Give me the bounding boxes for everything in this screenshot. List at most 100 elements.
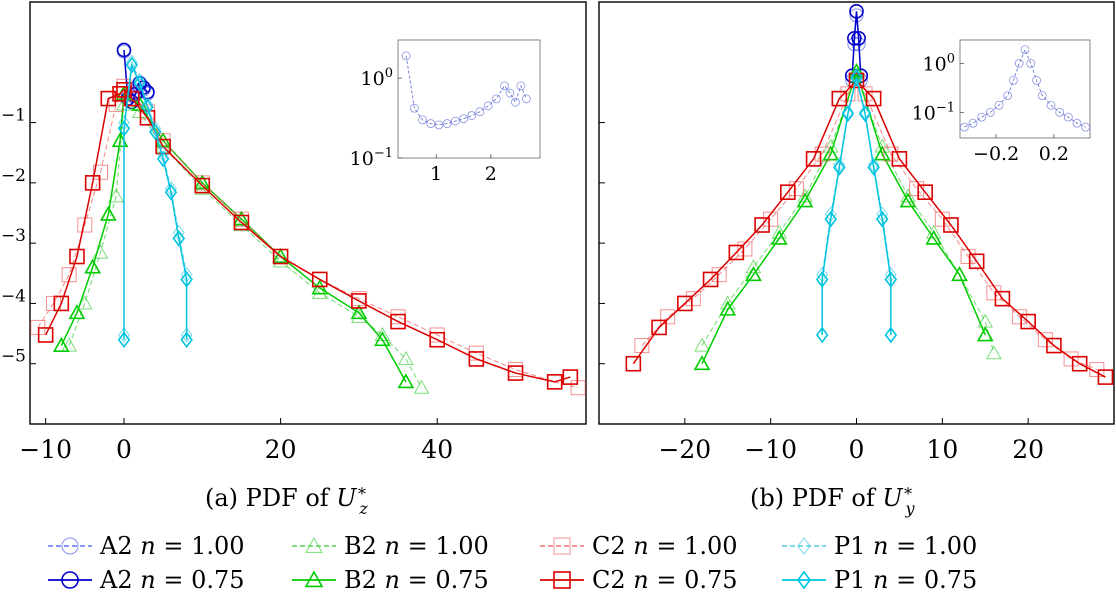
panel-b-data-point [815, 271, 829, 288]
panel-b-data-point [805, 151, 822, 167]
panel-b-data-point [694, 337, 710, 352]
panel-b-inset-x-tick-label: −0.2 [973, 143, 1019, 165]
panel-a-data-point [233, 214, 250, 231]
panel-a-data-point [37, 327, 54, 343]
panel-a-y-tick-label: 10−1 [0, 106, 26, 138]
panel-b-data-point [796, 192, 814, 208]
legend-item: C2 n = 0.75 [540, 566, 738, 594]
panel-a-data-point [100, 90, 117, 107]
panel-a-data-point [125, 56, 139, 74]
panel-a-data-point [108, 188, 124, 203]
panel-a-data-point [562, 369, 579, 385]
panel-a-inset-data-point [516, 81, 526, 91]
panel-b-data-point [943, 217, 959, 233]
panel-a-inset-data-point [418, 115, 427, 125]
panel-a-data-point [194, 177, 211, 194]
panel-b-data-point [763, 211, 779, 227]
panel-b-data-point [702, 271, 719, 288]
panel-a-data-point [311, 279, 329, 295]
panel-b-inset-data-point [1037, 91, 1047, 101]
panel-b-data-point [660, 309, 676, 325]
panel-b-data-point [780, 184, 796, 200]
caption-b: (b) PDF of U∗ y [750, 481, 915, 518]
panel-a-data-point [156, 150, 170, 168]
panel-a-plot-frame [29, 1, 587, 425]
panel-b-data-point [625, 355, 642, 372]
panel-a-data-point [164, 183, 178, 201]
legend-label: P1 n = 1.00 [834, 532, 977, 560]
panel-a-data-point [180, 331, 193, 349]
panel-b-data-point [968, 253, 985, 270]
legend-label: C2 n = 1.00 [592, 532, 738, 560]
panel-a-inset-data-point [450, 116, 460, 126]
panel-b-inset-data-point [1009, 75, 1018, 85]
panel-b-data-point [884, 326, 898, 344]
panel-b-data-point [1037, 332, 1053, 348]
panel-b-data-point [1012, 309, 1028, 325]
panel-a-data-point [52, 336, 70, 352]
panel-a-data-point [570, 380, 586, 396]
panel-b-data-point [876, 210, 889, 228]
panel-a-data-point [141, 98, 154, 116]
panel-b-inset-data-point [1026, 58, 1036, 68]
panel-a-data-point [140, 84, 155, 100]
panel-a-inset-data-point [511, 97, 520, 107]
panel-a-data-point [172, 230, 186, 247]
panel-b-x-tick-label: 20 [1012, 435, 1044, 464]
panel-b-data-point [754, 217, 770, 233]
panel-a-data-point [272, 247, 289, 263]
panel-b-series-line [851, 11, 862, 76]
panel-a-data-point [84, 258, 102, 274]
panel-a-data-point [92, 164, 108, 180]
legend-label: P1 n = 0.75 [834, 566, 977, 594]
panel-b-data-point [737, 241, 753, 257]
panel-a-data-point [141, 96, 154, 113]
panel-a-x-tick-label: 0 [116, 435, 132, 464]
legend-item: A2 n = 1.00 [48, 532, 245, 560]
panel-a-inset-frame [397, 39, 541, 159]
panel-a-data-point [507, 365, 524, 381]
panel-a-data-point [117, 331, 131, 349]
panel-b-series-line [821, 77, 892, 335]
panel-b-data-point [994, 290, 1011, 307]
panel-a-inset-data-point [467, 111, 477, 120]
panel-b-inset-series-line [964, 48, 1086, 128]
panel-a-inset-data-point [409, 103, 419, 113]
panel-a-data-point [118, 327, 130, 343]
panel-a-y-tick-label: 10−4 [0, 286, 26, 318]
panel-b-data-point [1063, 351, 1079, 367]
panel-a-data-point [124, 90, 140, 107]
panel-b-data-point [934, 211, 950, 227]
panel-b-data-point [851, 30, 866, 46]
panel-a-inset-data-point [475, 107, 485, 117]
panel-a-inset-data-point [491, 94, 501, 104]
legend-label: A2 n = 1.00 [99, 532, 245, 560]
panel-b-inset: −0.2 0.2 10−1 100 [912, 39, 1091, 165]
panel-a-data-point [272, 248, 289, 265]
panel-a-data-point [311, 271, 328, 288]
panel-b-data-point [865, 90, 882, 107]
panel-b-inset-data-point [1063, 112, 1073, 122]
legend-label: B2 n = 1.00 [344, 532, 489, 560]
panel-a-y-tick-label: 10−5 [0, 347, 26, 379]
panel-b-inset-frame [959, 39, 1091, 139]
legend-swatch-marker [553, 571, 571, 589]
panel-a-inset-x-tick-label: 2 [485, 163, 497, 185]
legend-swatch-marker [797, 537, 811, 555]
legend-label: A2 n = 0.75 [99, 566, 245, 594]
panel-a-data-point [76, 295, 93, 310]
panel-a-series-line [44, 88, 571, 383]
panel-b-data-point [685, 291, 701, 307]
panel-b-data-point [824, 210, 837, 228]
panel-a-data-point [99, 205, 117, 221]
panel-a-data-point [53, 295, 70, 312]
legend-item: B2 n = 0.75 [292, 566, 489, 594]
panel-a-data-point [272, 253, 289, 268]
panel-b-data-point [711, 267, 727, 283]
panel-b-data-point [822, 145, 840, 161]
panel-b-data-point [1046, 337, 1062, 354]
panel-b-data-point [850, 69, 863, 87]
panel-a-series-p1-n-0-75 [117, 56, 193, 349]
panel-a-data-point [374, 331, 391, 347]
panel-a-y-tick-label: 10−2 [0, 166, 26, 198]
